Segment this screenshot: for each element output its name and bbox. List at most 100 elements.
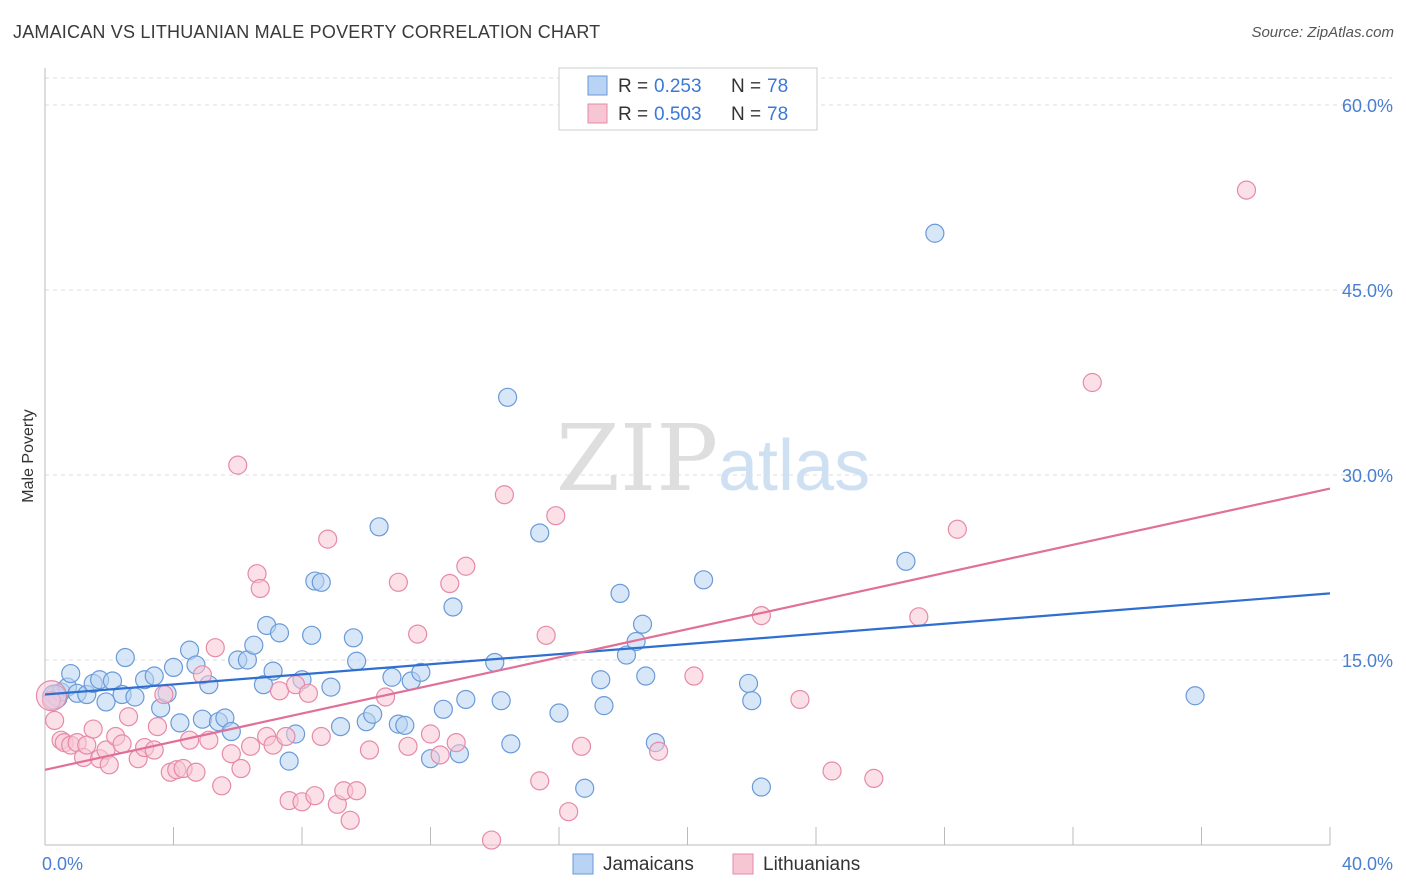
- lithuanians-point: [192, 665, 213, 685]
- jamaicans-point: [125, 687, 145, 707]
- jamaicans-point: [244, 635, 264, 655]
- jamaicans-point: [347, 651, 367, 671]
- jamaicans-point: [616, 645, 637, 665]
- y-tick-label: 60.0%: [1342, 96, 1393, 116]
- lithuanians-point: [546, 506, 566, 526]
- lithuanians-point: [118, 707, 139, 727]
- watermark-zip: ZIP: [556, 405, 718, 512]
- jamaicans-point: [1185, 686, 1205, 706]
- lithuanians-point: [481, 830, 502, 850]
- lithuanians-point: [269, 681, 290, 701]
- lithuanians-point: [359, 740, 380, 760]
- bottom-legend: Jamaicans Lithuanians: [572, 853, 860, 875]
- jamaicans-point: [501, 734, 521, 754]
- jamaicans-point: [896, 551, 916, 571]
- jamaicans-point: [269, 623, 290, 643]
- jamaicans-point: [485, 652, 505, 673]
- lithuanians-point: [420, 724, 441, 744]
- tick-labels: 15.0% 30.0% 45.0% 60.0% 0.0% 40.0%: [42, 96, 1393, 874]
- lithuanians-point: [947, 519, 967, 539]
- lithuanians-point: [864, 768, 884, 789]
- legend-n-label: N =: [731, 76, 761, 97]
- jamaicans-point: [433, 699, 453, 719]
- lithuanians-point: [231, 758, 251, 779]
- jamaicans-point: [610, 583, 630, 604]
- jamaicans-point: [443, 597, 463, 617]
- lithuanians-point: [154, 684, 174, 705]
- jamaicans-point: [221, 721, 241, 742]
- jamaicans-point: [594, 696, 614, 716]
- legend-r-value: 0.253: [654, 76, 702, 97]
- source-label: Source: ZipAtlas.com: [1251, 24, 1394, 41]
- lithuanians-point: [684, 666, 704, 686]
- y-tick-label: 15.0%: [1342, 651, 1393, 671]
- y-axis-label: Male Poverty: [20, 409, 37, 502]
- lithuanians-points: [35, 180, 1257, 850]
- legend-r-label: R =: [618, 76, 648, 97]
- lithuanians-point: [45, 710, 65, 731]
- lithuanians-point: [186, 762, 206, 782]
- jamaicans-point: [302, 625, 322, 645]
- bottom-legend-swatch-lithuanians: [732, 853, 754, 875]
- lithuanians-point: [790, 689, 810, 710]
- jamaicans-point: [498, 387, 518, 407]
- legend-n-value: 78: [767, 76, 788, 97]
- lithuanians-point: [305, 786, 325, 806]
- jamaicans-point: [530, 523, 550, 543]
- lithuanians-point: [340, 810, 360, 830]
- lithuanians-point: [77, 735, 97, 755]
- lithuanians-point: [456, 556, 476, 576]
- bottom-legend-swatch-jamaicans: [572, 853, 594, 875]
- lithuanians-point: [250, 578, 270, 599]
- lithuanians-point: [559, 802, 579, 822]
- legend: R = 0.253 N = 78 R = 0.503 N = 78: [558, 67, 818, 131]
- lithuanians-point: [276, 726, 296, 747]
- legend-r-value: 0.503: [654, 104, 702, 125]
- jamaicans-point: [591, 670, 611, 690]
- lithuanians-point: [388, 572, 408, 592]
- jamaicans-point: [192, 709, 213, 729]
- jamaicans-point: [343, 628, 363, 648]
- jamaicans-point: [330, 716, 351, 737]
- lithuanians-point: [228, 455, 248, 475]
- lithuanians-point: [494, 485, 514, 505]
- legend-swatch-lithuanians: [587, 103, 608, 124]
- lithuanians-point: [648, 741, 669, 761]
- legend-r-label: R =: [618, 104, 648, 125]
- jamaicans-point: [363, 704, 383, 724]
- lithuanians-point: [311, 726, 331, 747]
- bottom-legend-label-lithuanians: Lithuanians: [763, 854, 860, 875]
- y-tick-label: 30.0%: [1342, 466, 1393, 486]
- lithuanians-point: [205, 638, 225, 658]
- jamaicans-point: [456, 689, 476, 710]
- jamaicans-point: [491, 691, 511, 711]
- lithuanians-point: [298, 683, 319, 703]
- jamaicans-point: [395, 715, 415, 735]
- lithuanians-point: [112, 734, 132, 754]
- jamaicans-point: [751, 777, 771, 797]
- lithuanians-point: [571, 736, 592, 756]
- lithuanians-point: [822, 761, 842, 781]
- lithuanians-point: [536, 625, 556, 645]
- lithuanians-point: [446, 733, 466, 753]
- jamaicans-point: [96, 692, 116, 712]
- lithuanians-point: [147, 716, 168, 737]
- lithuanians-point: [751, 605, 771, 626]
- lithuanians-point: [83, 719, 103, 739]
- jamaicans-point: [279, 751, 299, 771]
- legend-n-label: N =: [731, 104, 761, 125]
- lithuanians-point: [347, 781, 367, 801]
- jamaicans-point: [170, 713, 190, 733]
- lithuanians-point: [909, 607, 929, 627]
- lithuanians-point: [318, 529, 338, 549]
- jamaicans-point: [311, 572, 331, 592]
- chart-title: JAMAICAN VS LITHUANIAN MALE POVERTY CORR…: [13, 22, 601, 42]
- jamaicans-point: [115, 647, 135, 668]
- lithuanians-point: [221, 744, 241, 764]
- lithuanians-point: [440, 573, 460, 594]
- lithuanians-point: [408, 624, 428, 644]
- jamaicans-point: [369, 517, 389, 537]
- lithuanians-point: [1082, 372, 1102, 393]
- lithuanians-point: [35, 680, 68, 712]
